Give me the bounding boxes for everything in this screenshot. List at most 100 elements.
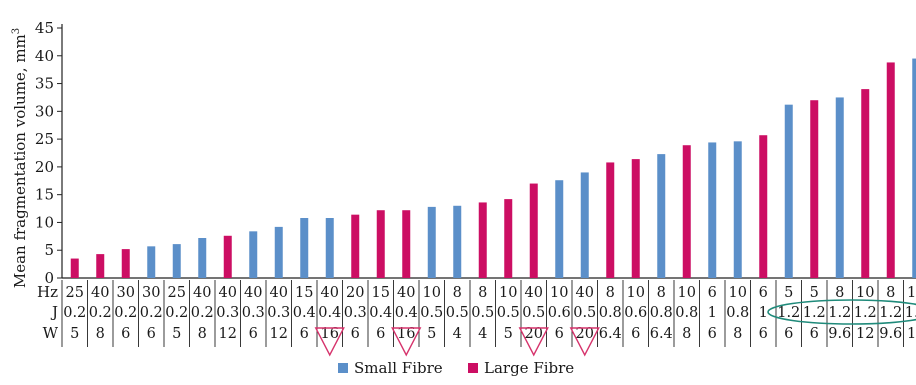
table-cell: 10 [550,285,568,301]
table-cell: 4 [478,326,487,342]
bars [70,58,916,279]
table-cell: 15 [372,285,390,301]
table-cell: 25 [168,285,186,301]
bar [121,249,130,278]
table-cell: 5 [427,326,436,342]
table-cell: 10 [678,285,696,301]
y-tick-label: 30 [35,102,54,120]
table-cell: 6.4 [650,326,673,342]
y-tick-label: 0 [44,269,54,287]
table-cell: 20 [346,285,364,301]
bar [912,58,916,278]
table-cell: 0.4 [395,305,418,321]
table-cell: 40 [397,285,415,301]
table-cell: 0.5 [497,305,520,321]
table-cell: 40 [525,285,543,301]
y-axis-label: Mean fragmentation volume, mm3 [11,28,29,288]
table-cell: 20 [576,326,594,342]
table-cell: 40 [219,285,237,301]
table-cell: 10 [627,285,645,301]
table-cell: 6 [121,326,130,342]
table-cell: 40 [270,285,288,301]
table-cell: 12 [219,326,237,342]
y-tick-label: 40 [35,47,54,65]
table-cell: 4 [453,326,462,342]
table-cell: 0.5 [471,305,494,321]
bar [453,205,462,278]
table-cell: 0.3 [267,305,290,321]
table-cell: 30 [142,285,160,301]
bar [172,244,181,278]
table-cell: 6 [351,326,360,342]
table-cell: 5 [810,285,819,301]
bar [529,183,538,278]
legend: Small Fibre Large Fibre [338,359,574,377]
table-cell: 0.8 [675,305,698,321]
bar [861,89,870,278]
bar [580,172,589,278]
annotations [314,299,916,357]
table-cell: 0.5 [420,305,443,321]
table-cell: 8 [886,285,895,301]
table-cell: 6 [784,326,793,342]
table-cell: 40 [193,285,211,301]
bar [835,97,844,278]
table-cell: 0.2 [114,305,137,321]
bar [402,210,411,278]
bar [274,226,283,278]
table-cell: 10 [907,285,916,301]
bar [504,199,513,278]
bar [70,258,79,278]
table-cell: 6 [300,326,309,342]
table-cell: 1 [759,305,768,321]
table-cell: 5 [172,326,181,342]
table-cell: 0.6 [624,305,647,321]
bar [147,246,156,278]
table-cell: 0.5 [522,305,545,321]
table-cell: 0.3 [242,305,265,321]
triangle-marker [391,327,422,357]
table-cell: 40 [244,285,262,301]
y-axis: 0 5 10 15 20 25 30 35 40 45 [35,19,916,287]
table-cell: 10 [729,285,747,301]
bar [708,142,717,278]
table-cell: 12 [856,326,874,342]
table-cell: 1.2 [777,305,800,321]
table-cell: 15 [295,285,313,301]
y-tick-label: 25 [35,130,54,148]
triangle-marker [569,327,600,357]
table-cell: 0.4 [293,305,316,321]
bar [249,231,258,278]
table-cell: 0.3 [344,305,367,321]
bar [657,154,666,278]
row-label: Hz [37,283,58,301]
table-cell: 0.8 [726,305,749,321]
bar [351,214,360,278]
table-cell: 6 [759,285,768,301]
table-cell: 0.2 [89,305,112,321]
table-cell: 0.6 [548,305,571,321]
triangle-marker [314,327,345,357]
table-cell: 6 [759,326,768,342]
table-cell: 6 [147,326,156,342]
table-cell: 1.2 [905,305,916,321]
table-cell: 10 [423,285,441,301]
table-cell: 30 [117,285,135,301]
table-cell: 0.2 [191,305,214,321]
table-cell: 6 [555,326,564,342]
table-cell: 8 [198,326,207,342]
bar [886,62,895,278]
table-cell: 5 [504,326,513,342]
table-cell: 6.4 [599,326,622,342]
bar [810,100,819,278]
bar [223,235,232,278]
table-cell: 0.2 [63,305,86,321]
y-tick-label: 35 [35,75,54,93]
table-cell: 6 [376,326,385,342]
table-cell: 6 [708,285,717,301]
ellipse-marker [767,299,916,325]
table-cell: 8 [657,285,666,301]
table-cell: 10 [856,285,874,301]
bar [325,218,334,278]
